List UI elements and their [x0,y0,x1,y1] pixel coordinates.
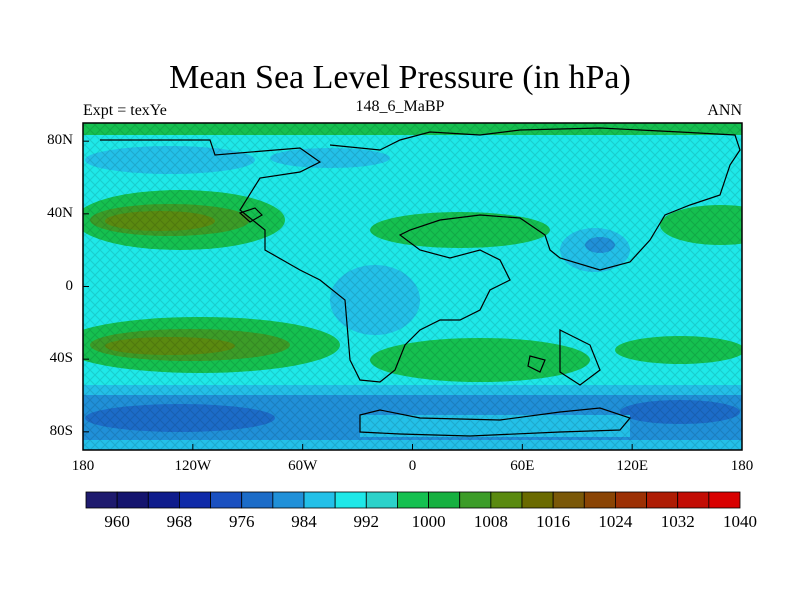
season-label: ANN [707,102,742,119]
colorbar-label: 1032 [660,512,695,531]
experiment-label: Expt = texYe [83,102,167,119]
colorbar-swatch [303,491,336,509]
lat-tick-label: 0 [65,277,74,294]
lat-tick-label: 80S [49,422,73,439]
colorbar-label: 968 [166,512,193,531]
lon-tick-label: 120W [174,458,212,474]
lat-tick-label: 40N [47,204,73,221]
colorbar-swatch [428,491,461,509]
colorbar-label: 1040 [723,512,757,531]
colorbar-swatch [459,491,492,509]
coastline [100,127,741,437]
lat-tick-label: 40S [49,350,73,367]
colorbar-label: 984 [291,512,317,531]
colorbar-swatch [615,491,647,509]
colorbar-swatch [147,491,180,509]
colorbar-swatch [490,491,523,509]
colorbar-swatch [179,491,211,509]
lon-tick-label: 0 [408,458,417,474]
colorbar-swatch [583,491,616,509]
period-label: 148_6_MaBP [355,98,445,115]
lon-tick-label: 180 [730,458,754,474]
colorbar-label: 1024 [598,512,633,531]
colorbar-swatch [677,491,710,509]
colorbar-swatch [552,491,585,509]
colorbar-swatch [334,491,367,509]
colorbar-label: 992 [353,512,380,531]
lon-tick-label: 180 [71,458,95,474]
lon-tick-label: 60W [288,458,318,474]
colorbar-swatch [210,491,243,509]
colorbar-swatch [646,491,679,509]
colorbar-swatch [708,491,741,509]
lon-tick-label: 120E [616,458,648,474]
colorbar-swatch [85,491,118,509]
colorbar-label: 976 [228,512,255,531]
colorbar-swatch [521,491,554,509]
colorbar-label: 960 [104,512,130,531]
colorbar-label: 1008 [473,512,508,531]
colorbar-swatch [365,491,398,509]
chart-title: Mean Sea Level Pressure (in hPa) [169,59,631,96]
colorbar-swatch [397,491,429,509]
pressure-field [83,123,742,450]
colorbar-swatch [272,491,305,509]
colorbar-swatch [116,491,149,509]
lon-tick-label: 60E [510,458,535,474]
colorbar [85,491,741,509]
colorbar-swatch [241,491,274,509]
lat-tick-label: 80N [47,132,73,149]
colorbar-label: 1000 [411,512,446,531]
axis-ticks [82,140,743,450]
colorbar-label: 1016 [536,512,571,531]
